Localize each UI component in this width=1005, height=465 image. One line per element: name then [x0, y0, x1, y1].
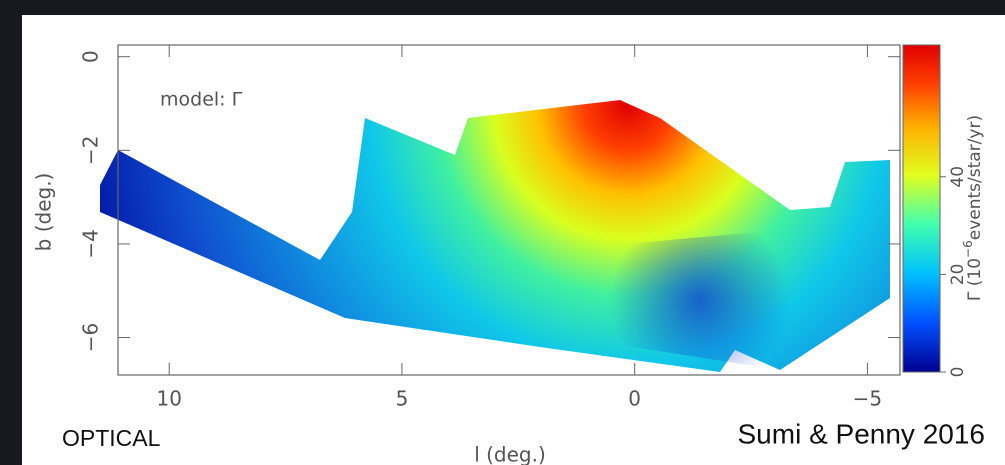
rate-field-low [560, 230, 860, 370]
colorbar-label-rest: events/star/yr) [965, 115, 985, 240]
y-tick-label: −2 [79, 136, 103, 165]
colorbar [902, 44, 941, 373]
colorbar-tick-label: 0 [948, 367, 968, 378]
x-tick-label: 0 [628, 387, 641, 411]
caption: OPTICAL [62, 425, 161, 451]
colorbar-tick-label: 40 [948, 166, 968, 188]
credit: Sumi & Penny 2016 [738, 418, 986, 449]
y-axis-label: b (deg.) [32, 173, 56, 252]
x-tick-label: −5 [853, 387, 882, 411]
colorbar-label: Γ (10−6events/star/yr) [961, 115, 986, 301]
y-tick-label: 0 [79, 50, 103, 63]
annotation: model: Γ [160, 89, 243, 111]
x-tick-label: 10 [156, 387, 181, 411]
y-tick-label: −4 [79, 229, 103, 258]
x-axis-label: l (deg.) [474, 443, 546, 465]
plot-frame [117, 44, 901, 376]
x-tick-label: 5 [396, 387, 409, 411]
colorbar-tick-label: 20 [948, 264, 968, 286]
colorbar-label-base: Γ (10 [965, 258, 985, 301]
colorbar-label-sup: −6 [961, 240, 975, 258]
y-tick-label: −6 [79, 323, 103, 352]
